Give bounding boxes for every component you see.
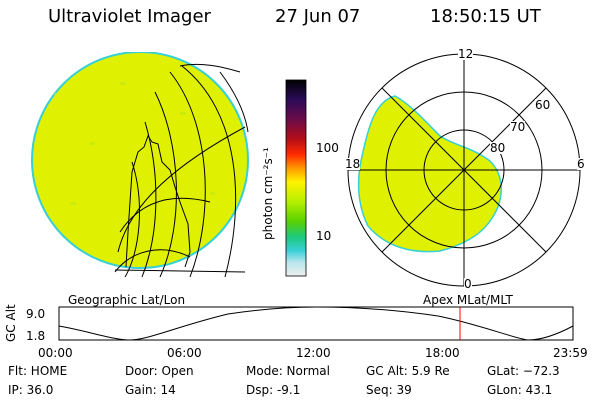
auroral-emission — [357, 95, 502, 253]
time-tick-2359: 23:59 — [553, 346, 588, 360]
image-date: 27 Jun 07 — [275, 6, 361, 27]
status-door: Door: Open — [125, 364, 194, 378]
apex-label: Apex MLat/MLT — [423, 293, 513, 307]
altitude-axis-label: GC Alt — [4, 304, 18, 342]
time-tick-1200: 12:00 — [296, 346, 331, 360]
polar-mlat-mlt-image — [347, 53, 581, 287]
status-glat: GLat: −72.3 — [487, 364, 560, 378]
instrument-title: Ultraviolet Imager — [48, 6, 211, 27]
time-tick-1800: 18:00 — [425, 346, 460, 360]
latitude-line — [219, 71, 249, 133]
geographic-label: Geographic Lat/Lon — [68, 293, 186, 307]
meridian-line — [141, 121, 157, 278]
coastline — [125, 134, 191, 268]
status-gc-alt: GC Alt: 5.9 Re — [366, 364, 450, 378]
geographic-image — [31, 52, 249, 278]
earth-disk — [31, 52, 249, 269]
mlt-label-18: 18 — [345, 157, 361, 171]
status-flt: Flt: HOME — [8, 364, 68, 378]
time-tick-0600: 06:00 — [167, 346, 202, 360]
intensity-colorbar — [285, 79, 307, 277]
time-tick-0000: 00:00 — [38, 346, 73, 360]
horizon-line — [114, 269, 246, 273]
image-time: 18:50:15 UT — [430, 6, 541, 27]
meridian-line — [154, 91, 177, 278]
colorbar-tick-10: 10 — [316, 229, 332, 243]
mlt-label-6: 6 — [577, 157, 585, 171]
latitude-line — [117, 126, 246, 253]
meridian-line — [169, 71, 206, 278]
mlat-label-60: 60 — [535, 98, 551, 112]
latitude-line — [114, 249, 191, 273]
latitude-line — [119, 197, 211, 233]
latitude-line — [179, 63, 241, 73]
meridian-line — [181, 65, 237, 278]
altitude-plot — [58, 306, 574, 341]
meridian-line — [124, 161, 140, 278]
altitude-curve — [58, 306, 574, 341]
mlat-label-80: 80 — [490, 141, 506, 155]
status-gain: Gain: 14 — [125, 383, 176, 397]
mlat-label-70: 70 — [510, 120, 526, 134]
status-dsp: Dsp: -9.1 — [246, 383, 301, 397]
status-mode: Mode: Normal — [246, 364, 330, 378]
altitude-tick-9: 9.0 — [26, 307, 46, 321]
mlt-label-12: 12 — [458, 47, 474, 61]
status-seq: Seq: 39 — [366, 383, 412, 397]
colorbar-tick-100: 100 — [316, 141, 339, 155]
altitude-tick-1-8: 1.8 — [26, 329, 46, 343]
mlt-label-0: 0 — [464, 277, 472, 291]
colorbar-label: photon cm⁻²s⁻¹ — [261, 147, 275, 240]
status-glon: GLon: 43.1 — [487, 383, 553, 397]
status-ip: IP: 36.0 — [8, 383, 54, 397]
